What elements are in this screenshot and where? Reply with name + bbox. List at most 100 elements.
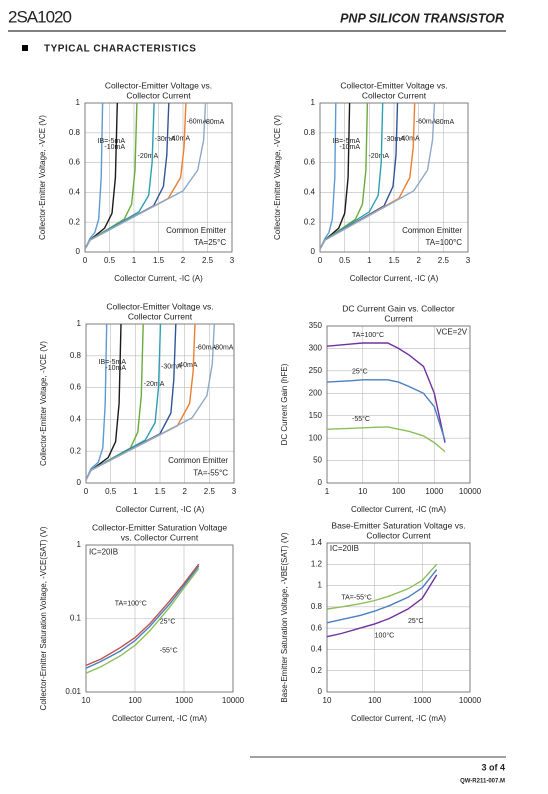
chart-title: Collector-Emitter Voltage vs.	[340, 80, 447, 90]
series-label: TA=100°C	[115, 600, 147, 608]
series-label: -30mA	[161, 363, 182, 370]
series-line	[319, 102, 384, 250]
x-axis-label: Collector Current, -IC (mA)	[112, 714, 207, 723]
x-tick-label: 2.5	[204, 487, 216, 496]
y-tick-label: 1.4	[311, 538, 323, 547]
x-tick-label: 10000	[459, 696, 482, 705]
series-line	[85, 323, 215, 481]
y-tick-label: 200	[309, 388, 323, 397]
x-tick-label: 1000	[175, 696, 193, 705]
y-tick-label: 1	[318, 581, 323, 590]
series-label: TA=-55°C	[341, 594, 372, 602]
plot-frame	[319, 102, 469, 253]
annotation: IC=20IB	[330, 544, 359, 553]
chart-title: Collector Current	[362, 90, 427, 100]
chart-title: Base-Emitter Saturation Voltage vs.	[331, 520, 465, 530]
series-label: -80mA	[204, 119, 225, 126]
y-tick-label: 0	[318, 478, 323, 487]
y-tick-label: 150	[309, 411, 323, 420]
y-axis-label: DC Current Gain (hFE)	[280, 363, 289, 445]
x-tick-label: 3	[230, 256, 235, 265]
series-line	[319, 102, 337, 250]
annotation: IC=20IB	[89, 547, 118, 556]
x-tick-label: 0.5	[339, 256, 351, 265]
annotation: TA=100°C	[425, 238, 462, 247]
x-tick-label: 0.5	[105, 487, 117, 496]
series-line	[326, 426, 446, 453]
x-tick-label: 1.5	[388, 256, 400, 265]
x-tick-label: 0	[84, 487, 89, 496]
y-axis-label: Collector-Emitter Voltage, -VCE (V)	[273, 115, 282, 240]
chart: Collector-Emitter Voltage vs.Collector C…	[39, 301, 237, 514]
y-tick-label: 0.2	[70, 446, 82, 455]
x-axis-label: Collector Current, -IC (mA)	[351, 505, 446, 514]
y-tick-label: 0.2	[311, 666, 323, 675]
x-tick-label: 10	[323, 696, 332, 705]
y-tick-label: 100	[309, 433, 323, 442]
y-tick-label: 0.8	[69, 128, 81, 137]
annotation: Common Emitter	[166, 226, 226, 235]
series-label: -30mA	[384, 136, 405, 143]
series-label: -80mA	[213, 344, 234, 351]
chart-title: Collector Current	[126, 90, 191, 100]
chart-title: Collector Current	[366, 530, 431, 540]
y-tick-label: 250	[309, 366, 323, 375]
series-label: 25°C	[352, 368, 368, 376]
plot-frame	[85, 544, 234, 693]
x-tick-label: 3	[466, 256, 471, 265]
series-label: -60mA	[187, 118, 208, 125]
series-label: -55°C	[352, 415, 370, 423]
y-tick-label: 0.6	[311, 623, 323, 632]
y-tick-label: 0.6	[70, 383, 82, 392]
x-tick-label: 100	[368, 696, 382, 705]
series-label: -40mA	[177, 362, 198, 369]
series-line	[326, 342, 446, 443]
y-tick-label: 50	[313, 456, 322, 465]
x-axis-label: Collector Current, -IC (A)	[114, 274, 203, 283]
x-tick-label: 10000	[222, 696, 245, 705]
chart-title: Collector-Emitter Saturation Voltage	[92, 522, 227, 532]
y-tick-label: 300	[309, 344, 323, 353]
annotation: Common Emitter	[168, 456, 228, 465]
series-label: 25°C	[160, 617, 176, 625]
plot-frame	[84, 102, 233, 253]
chart-title: Current	[384, 313, 413, 323]
annotation: Common Emitter	[402, 226, 462, 235]
y-tick-label: 0	[311, 247, 316, 256]
x-tick-label: 10	[358, 487, 367, 496]
section-title: TYPICAL CHARACTERISTICS	[44, 44, 196, 55]
y-tick-label: 1.2	[311, 559, 323, 568]
y-tick-label: 0.2	[304, 217, 316, 226]
y-tick-label: 0.8	[311, 602, 323, 611]
y-tick-label: 0.4	[304, 188, 316, 197]
series-label: -10mA	[105, 365, 126, 372]
x-tick-label: 2.5	[438, 256, 450, 265]
x-tick-label: 100	[392, 487, 406, 496]
plot-frame	[326, 325, 471, 484]
series-label: -20mA	[138, 153, 159, 160]
doc-title: PNP SILICON TRANSISTOR	[340, 11, 504, 25]
chart: Base-Emitter Saturation Voltage vs.Colle…	[280, 520, 482, 723]
x-tick-label: 1	[132, 256, 137, 265]
series-label: IB=-5mA	[98, 138, 126, 145]
y-tick-label: 0	[76, 247, 81, 256]
y-tick-label: 0.8	[304, 128, 316, 137]
y-tick-label: 0	[77, 478, 82, 487]
x-tick-label: 2.5	[202, 256, 214, 265]
series-label: IB=-5mA	[99, 359, 127, 366]
series-line	[319, 102, 399, 250]
y-axis-label: Base-Emitter Saturation Voltage, -VBE(SA…	[280, 532, 289, 702]
annotation: TA=-55°C	[193, 469, 228, 478]
y-tick-label: 0.6	[304, 158, 316, 167]
series-label: -10mA	[104, 144, 125, 151]
x-tick-label: 2	[181, 256, 186, 265]
x-tick-label: 0.5	[104, 256, 116, 265]
x-axis-label: Collector Current, -IC (A)	[116, 505, 205, 514]
chart: Collector-Emitter Voltage vs.Collector C…	[273, 80, 471, 283]
y-tick-label: 1	[76, 98, 81, 107]
series-line	[85, 565, 200, 669]
x-tick-label: 1.5	[154, 487, 166, 496]
y-tick-label: 350	[309, 321, 323, 330]
